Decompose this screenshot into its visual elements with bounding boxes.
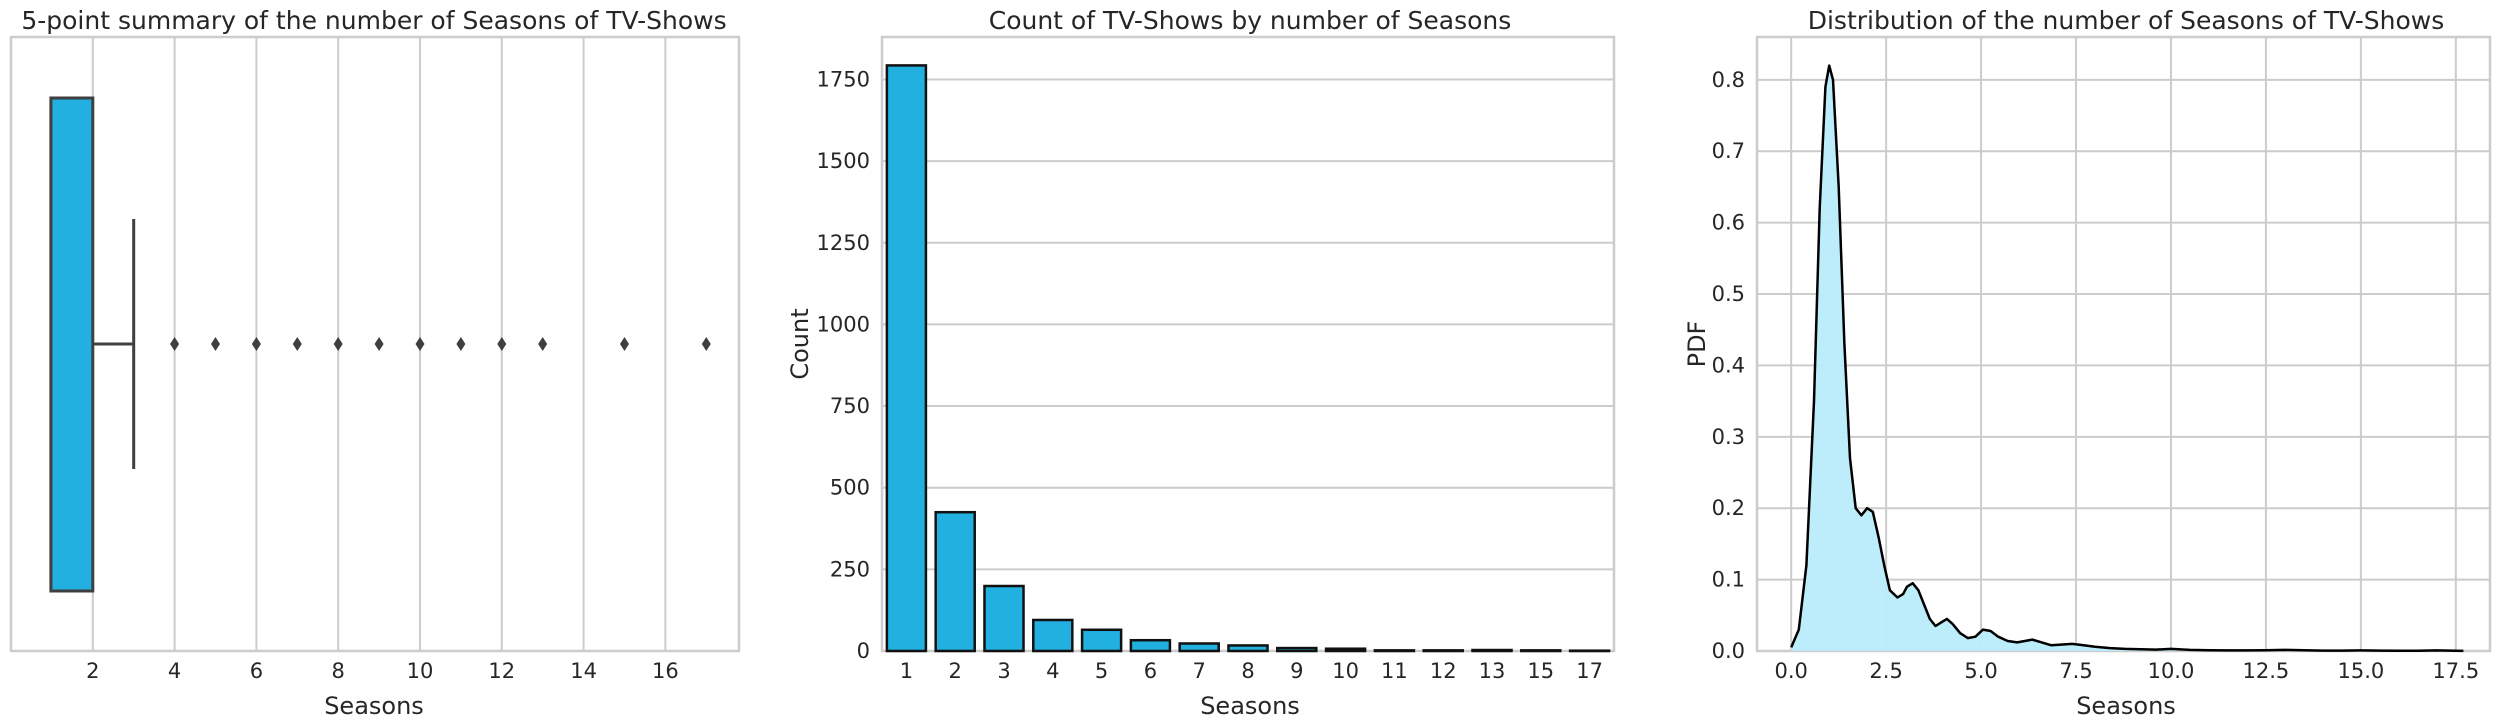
- box-outlier-point: [619, 337, 629, 351]
- kde-y-tick-label: 0.3: [1712, 425, 1745, 449]
- box-outlier-point: [456, 337, 466, 351]
- bar-mark: [983, 584, 1025, 653]
- box-chart-title: 5-point summary of the number of Seasons…: [21, 6, 726, 35]
- bar-mark: [1471, 648, 1513, 653]
- box-x-tick-label: 6: [250, 659, 263, 683]
- bar-chart-frame: [880, 35, 1616, 653]
- bar-mark: [1422, 649, 1464, 653]
- bar-x-tick-label: 13: [1479, 659, 1506, 683]
- box-outlier-point: [497, 337, 507, 351]
- bar-mark: [1032, 618, 1074, 653]
- kde-x-tick-label: 10.0: [2148, 659, 2195, 683]
- bar-x-tick-label: 6: [1144, 659, 1157, 683]
- bar-x-tick-label: 15: [1527, 659, 1554, 683]
- box-outlier-point: [292, 337, 302, 351]
- bar-y-tick-label: 250: [830, 557, 870, 581]
- box-outlier-point: [701, 337, 711, 351]
- bar-y-tick-label: 1750: [817, 67, 870, 91]
- kde-x-tick-label: 12.5: [2243, 659, 2290, 683]
- bar-y-tick-label: 1000: [817, 312, 870, 336]
- kde-y-tick-label: 0.2: [1712, 496, 1745, 520]
- bar-x-tick-label: 10: [1332, 659, 1359, 683]
- kde-x-tick-label: 0.0: [1774, 659, 1807, 683]
- bar-chart-title: Count of TV-Shows by number of Seasons: [989, 6, 1512, 35]
- bar-x-tick-label: 1: [900, 659, 913, 683]
- kde-y-tick-label: 0.6: [1712, 211, 1745, 235]
- box-iqr: [49, 96, 95, 593]
- kde-chart: Distribution of the number of Seasons of…: [1683, 6, 2492, 720]
- box-outlier-point: [415, 337, 425, 351]
- kde-x-tick-label: 15.0: [2337, 659, 2384, 683]
- bar-mark: [1080, 628, 1123, 653]
- bar-x-tick-label: 12: [1430, 659, 1457, 683]
- kde-x-tick-label: 5.0: [1964, 659, 1997, 683]
- kde-line: [1790, 64, 2464, 653]
- bar-y-tick-label: 750: [830, 394, 870, 418]
- kde-chart-ylabel: PDF: [1683, 321, 1711, 368]
- bar-x-tick-label: 8: [1241, 659, 1254, 683]
- bar-chart: Count of TV-Shows by number of Seasons 0…: [786, 6, 1616, 720]
- kde-chart-title: Distribution of the number of Seasons of…: [1808, 6, 2445, 35]
- box-chart-xlabel: Seasons: [324, 692, 424, 720]
- bar-mark: [885, 64, 928, 653]
- box-outlier-point: [170, 337, 180, 351]
- box-outlier-point: [333, 337, 343, 351]
- kde-x-tick-label: 17.5: [2432, 659, 2479, 683]
- bar-mark: [1520, 649, 1562, 653]
- bar-mark: [1373, 649, 1416, 653]
- bar-y-tick-label: 0: [857, 639, 870, 663]
- bar-x-tick-label: 9: [1290, 659, 1303, 683]
- bar-x-tick-label: 3: [997, 659, 1010, 683]
- bar-mark: [1276, 646, 1318, 653]
- kde-x-tick-label: 2.5: [1869, 659, 1902, 683]
- box-outlier-point: [251, 337, 261, 351]
- bar-x-tick-label: 5: [1095, 659, 1108, 683]
- kde-x-tick-label: 7.5: [2059, 659, 2092, 683]
- bar-x-tick-label: 11: [1381, 659, 1408, 683]
- kde-y-tick-label: 0.8: [1712, 68, 1745, 92]
- box-x-tick-label: 12: [488, 659, 515, 683]
- bar-chart-ylabel: Count: [786, 308, 814, 379]
- box-chart: 5-point summary of the number of Seasons…: [9, 6, 741, 720]
- bar-chart-xlabel: Seasons: [1200, 692, 1300, 720]
- kde-y-tick-label: 0.4: [1712, 353, 1745, 377]
- box-x-tick-label: 4: [168, 659, 181, 683]
- box-x-tick-label: 2: [86, 659, 99, 683]
- box-x-tick-label: 16: [652, 659, 679, 683]
- bar-x-tick-label: 2: [949, 659, 962, 683]
- box-outlier-point: [210, 337, 220, 351]
- bar-x-tick-label: 4: [1046, 659, 1059, 683]
- bar-y-tick-label: 1500: [817, 149, 870, 173]
- kde-y-tick-label: 0.0: [1712, 639, 1745, 663]
- box-outlier-point: [538, 337, 548, 351]
- bar-x-tick-label: 17: [1576, 659, 1603, 683]
- bar-mark: [1324, 647, 1367, 653]
- bar-y-tick-label: 500: [830, 476, 870, 500]
- bar-y-tick-label: 1250: [817, 231, 870, 255]
- bar-mark: [934, 510, 976, 653]
- kde-y-tick-label: 0.7: [1712, 139, 1745, 163]
- box-x-tick-label: 10: [407, 659, 434, 683]
- bar-mark: [1227, 644, 1269, 653]
- bar-mark: [1178, 642, 1220, 653]
- kde-y-tick-label: 0.5: [1712, 282, 1745, 306]
- box-outlier-point: [374, 337, 384, 351]
- box-x-tick-label: 8: [332, 659, 345, 683]
- box-chart-frame: [9, 35, 741, 653]
- kde-chart-xlabel: Seasons: [2076, 692, 2176, 720]
- bar-x-tick-label: 7: [1193, 659, 1206, 683]
- box-x-tick-label: 14: [570, 659, 597, 683]
- kde-area: [1791, 65, 2464, 652]
- kde-y-tick-label: 0.1: [1712, 568, 1745, 592]
- bar-mark: [1129, 638, 1172, 653]
